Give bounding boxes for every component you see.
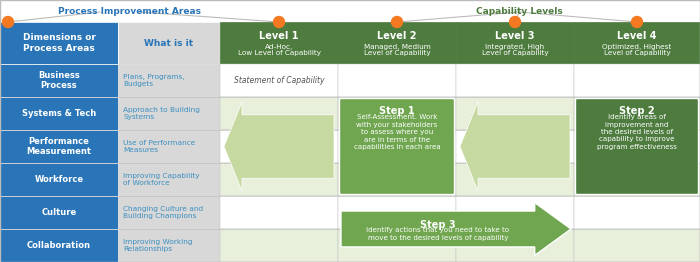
Bar [0,229,118,262]
Polygon shape [341,203,571,255]
Text: Identify actions that you need to take to
move to the desired levels of capabili: Identify actions that you need to take t… [366,227,510,241]
Circle shape [631,17,643,28]
Text: Business
Process: Business Process [38,71,80,90]
Text: Collaboration: Collaboration [27,241,91,250]
Bar [338,196,456,229]
Polygon shape [224,102,334,191]
Text: Identify areas of
improvement and
the desired levels of
capability to improve
pr: Identify areas of improvement and the de… [597,114,677,150]
Text: Integrated, High
Level of Capability: Integrated, High Level of Capability [482,43,548,57]
Bar [220,196,338,229]
Text: Step 1: Step 1 [379,106,415,116]
Bar [574,97,700,130]
Bar [118,163,220,196]
Text: Plans, Programs,
Budgets: Plans, Programs, Budgets [123,74,185,87]
Bar [574,196,700,229]
Bar [0,163,118,196]
Bar [456,163,574,196]
Bar [456,22,574,64]
Circle shape [510,17,521,28]
Text: Performance
Measurement: Performance Measurement [27,137,92,156]
Text: Dimensions or
Process Areas: Dimensions or Process Areas [22,33,95,53]
Bar [456,130,574,163]
Text: Improving Working
Relationships: Improving Working Relationships [123,239,192,252]
Text: Capability Levels: Capability Levels [475,8,562,17]
Bar [118,97,220,130]
Bar [456,196,574,229]
Bar [0,22,118,64]
Bar [118,64,220,97]
Bar [118,22,220,64]
Text: Ad-Hoc,
Low Level of Capability: Ad-Hoc, Low Level of Capability [237,43,321,57]
Bar [0,0,700,22]
Text: Level 1: Level 1 [259,31,299,41]
Bar [220,97,338,130]
Bar [220,22,338,64]
Bar [574,22,700,64]
Text: Changing Culture and
Building Champions: Changing Culture and Building Champions [123,206,203,219]
Text: Level 3: Level 3 [496,31,535,41]
FancyBboxPatch shape [340,99,454,194]
Text: What is it: What is it [144,39,194,47]
Text: Statement of Capability: Statement of Capability [234,76,324,85]
Text: Step 3: Step 3 [420,220,456,230]
Text: Level 4: Level 4 [617,31,657,41]
Bar [338,163,456,196]
Bar [118,196,220,229]
Text: Approach to Building
Systems: Approach to Building Systems [123,107,200,120]
Bar [574,130,700,163]
Bar [574,163,700,196]
Bar [456,97,574,130]
Bar [118,229,220,262]
Bar [574,64,700,97]
Bar [338,97,456,130]
Circle shape [391,17,402,28]
Bar [220,163,338,196]
Text: Workforce: Workforce [34,175,83,184]
Text: Systems & Tech: Systems & Tech [22,109,96,118]
Bar [220,130,338,163]
Text: Step 2: Step 2 [620,106,654,116]
Polygon shape [460,102,570,191]
Circle shape [3,17,13,28]
Bar [338,229,456,262]
Circle shape [274,17,284,28]
Bar [0,97,118,130]
Text: Use of Performance
Measures: Use of Performance Measures [123,140,195,153]
Bar [220,64,338,97]
Bar [338,130,456,163]
Bar [0,130,118,163]
Bar [0,64,118,97]
Bar [338,22,456,64]
Text: Improving Capability
of Workforce: Improving Capability of Workforce [123,173,199,186]
Bar [456,64,574,97]
Bar [456,229,574,262]
Text: Culture: Culture [41,208,76,217]
Text: Managed, Medium
Level of Capability: Managed, Medium Level of Capability [363,43,430,57]
Bar [338,64,456,97]
Text: Optimized, Highest
Level of Capability: Optimized, Highest Level of Capability [603,43,671,57]
Bar [220,229,338,262]
Text: Self-Assessment. Work
with your stakeholders
to assess where you
are in terms of: Self-Assessment. Work with your stakehol… [354,114,440,150]
Bar [574,229,700,262]
Text: Level 2: Level 2 [377,31,416,41]
Bar [0,196,118,229]
Bar [118,130,220,163]
Text: Process Improvement Areas: Process Improvement Areas [59,8,202,17]
FancyBboxPatch shape [575,99,699,194]
